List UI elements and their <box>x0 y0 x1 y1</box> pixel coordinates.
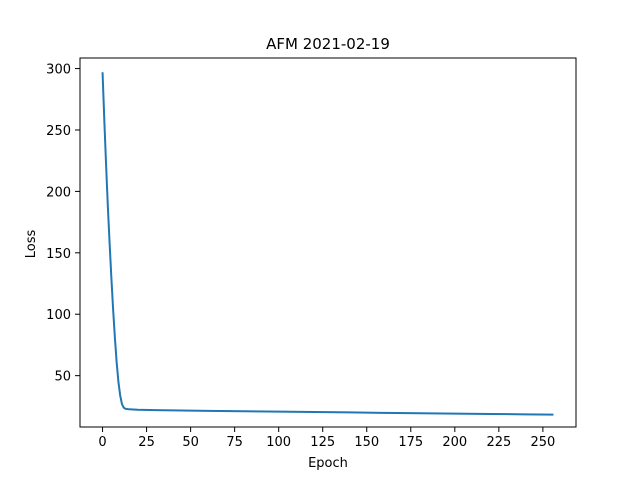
plot-area: 0 25 50 75 100 125 150 175 200 225 250 50 100 150 200 2… <box>46 57 577 450</box>
y-tick-label-150: 150 <box>46 247 71 262</box>
chart-title: AFM 2021-02-19 <box>266 35 390 53</box>
x-tick-label-25: 25 <box>138 435 155 450</box>
x-tick-label-50: 50 <box>182 435 199 450</box>
y-tick-label-300: 300 <box>46 63 71 78</box>
x-tick-label-225: 225 <box>486 435 511 450</box>
axes-frame <box>79 57 577 428</box>
x-tick-label-175: 175 <box>398 435 423 450</box>
y-tick-label-50: 50 <box>54 370 71 385</box>
x-axis-label: Epoch <box>308 456 348 471</box>
y-axis-label: Loss <box>24 230 39 259</box>
x-tick-label-0: 0 <box>98 435 106 450</box>
x-tick-label-75: 75 <box>226 435 243 450</box>
y-tick-label-100: 100 <box>46 308 71 323</box>
y-tick-label-250: 250 <box>46 124 71 139</box>
x-tick-label-125: 125 <box>310 435 335 450</box>
y-tick-label-200: 200 <box>46 185 71 200</box>
x-tick-label-200: 200 <box>442 435 467 450</box>
x-tick-label-100: 100 <box>266 435 291 450</box>
x-tick-label-150: 150 <box>354 435 379 450</box>
x-tick-label-250: 250 <box>530 435 555 450</box>
series-line-0 <box>101 72 554 416</box>
